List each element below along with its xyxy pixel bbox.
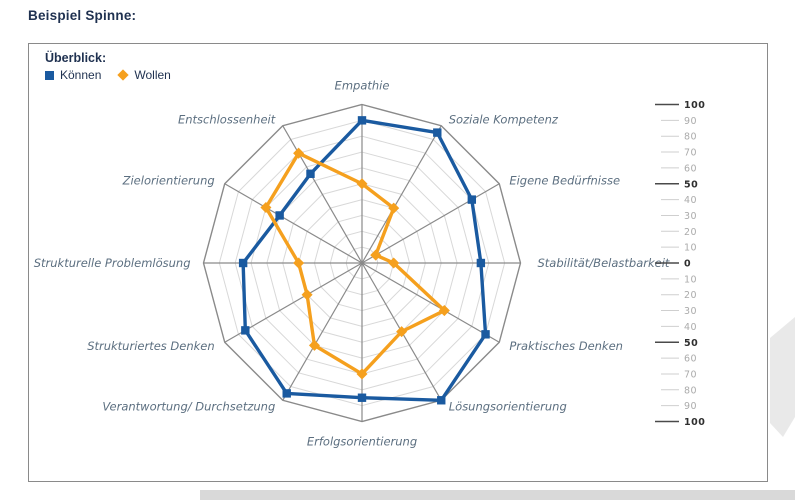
series-1-marker-7 [308,339,320,351]
scale-label-14: 40 [684,322,697,333]
legend-title: Überblick: [45,51,107,65]
legend-label-wollen: Wollen [134,68,171,82]
page-edge-strip [200,490,795,500]
series-0-marker-1 [433,128,442,137]
scale-label-6: 40 [684,195,697,206]
scale-label-2: 80 [684,132,697,143]
series-0-marker-0 [357,116,367,125]
legend-row: Können Wollen [45,68,171,82]
scale-label-3: 70 [684,148,697,159]
scale-label-9: 10 [684,243,697,254]
axis-label-3: Stabilität/Belastbarkeit [538,256,670,270]
axis-label-9: Strukturelle Problemlösung [34,256,191,270]
series-0-marker-9 [238,258,248,268]
axis-label-6: Erfolgsorientierung [307,435,417,449]
scale-label-10: 0 [684,259,691,270]
scale-label-7: 30 [684,211,697,222]
chart-legend: Überblick: Können Wollen [45,51,171,82]
series-0-marker-2 [467,195,477,204]
axis-label-0: Empathie [335,79,390,93]
axis-label-7: Verantwortung/ Durchsetzung [102,399,275,413]
series-0-marker-4 [481,330,490,339]
axis-label-10: Zielorientierung [122,173,215,187]
series-0-marker-7 [282,389,291,398]
series-0-marker-8 [241,326,250,335]
series-0-marker-6 [357,393,367,402]
scale-label-4: 60 [684,163,697,174]
scale-label-18: 80 [684,385,697,396]
series-1-marker-11 [293,147,305,159]
axis-label-5: Lösungsorientierung [449,399,567,413]
axis-label-11: Entschlossenheit [178,113,276,127]
series-1-marker-4 [438,305,450,317]
scale-label-19: 90 [684,401,697,412]
axis-spoke-7 [282,262,363,401]
scale-label-13: 30 [684,306,697,317]
axis-label-1: Soziale Kompetenz [449,113,559,127]
scale-label-11: 10 [684,274,697,285]
legend-label-koennen: Können [60,68,102,82]
series-1-marker-6 [356,368,368,380]
scale-label-0: 100 [684,100,705,111]
scale-label-20: 100 [684,417,705,428]
axis-label-8: Strukturiertes Denken [87,339,214,353]
axis-label-2: Eigene Bedürfnisse [509,173,620,187]
series-0-marker-3 [476,258,486,268]
axis-spoke-1 [361,125,442,264]
series-1-marker-10 [260,202,272,214]
legend-square-swatch-icon [45,70,54,80]
scale-label-5: 50 [684,179,698,190]
watermark-shape [770,317,795,437]
scale-label-17: 70 [684,369,697,380]
page-title: Beispiel Spinne: [28,8,137,23]
axis-spoke-4 [361,262,500,343]
scale-label-1: 90 [684,116,697,127]
series-1-marker-3 [388,257,400,269]
scale-label-15: 50 [684,338,698,349]
axis-spoke-2 [361,183,500,264]
series-1-marker-5 [396,326,408,338]
series-1-marker-8 [301,289,313,301]
scale-label-12: 20 [684,290,697,301]
scale-label-8: 20 [684,227,697,238]
series-1-marker-0 [356,178,368,190]
series-0-line [241,118,488,402]
axis-spoke-10 [224,183,363,264]
legend-diamond-swatch-icon [117,69,130,81]
series-0-marker-5 [437,396,446,405]
axis-label-4: Praktisches Denken [509,339,623,353]
scale-label-16: 60 [684,354,697,365]
series-0-marker-11 [306,169,315,178]
axis-spoke-11 [282,125,363,264]
series-0-marker-10 [275,211,284,220]
series-1-marker-9 [293,257,305,269]
